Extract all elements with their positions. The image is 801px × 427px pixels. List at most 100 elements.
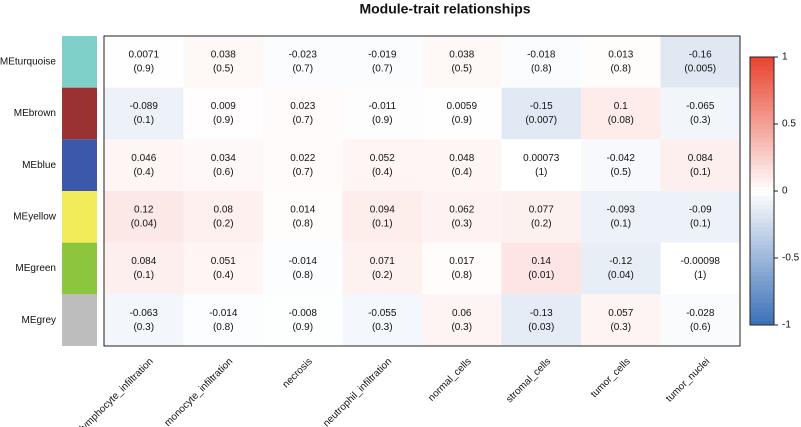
cell [342, 87, 422, 140]
cell-value: -0.014 [209, 308, 238, 319]
colorbar-segment [750, 101, 774, 107]
row-label: MEyellow [13, 211, 57, 222]
colorbar-segment [750, 199, 774, 205]
colorbar-segment [750, 74, 774, 80]
cell-p-value: (0.04) [131, 218, 157, 229]
cell [342, 191, 422, 243]
cell-value: -0.00098 [681, 256, 721, 267]
cell-p-value: (0.3) [133, 322, 154, 333]
cell [660, 87, 740, 140]
chart-title: Module-trait relationships [359, 1, 530, 17]
cell-p-value: (0.8) [213, 322, 234, 333]
cell-p-value: (0.2) [213, 218, 234, 229]
cell-value: 0.052 [370, 153, 395, 164]
colorbar-segment [750, 110, 774, 116]
cell-value: 0.014 [290, 204, 315, 215]
cell-p-value: (0.7) [292, 63, 313, 74]
cell-value: -0.014 [289, 256, 318, 267]
colorbar-segment [750, 289, 774, 295]
colorbar-segment [750, 217, 774, 223]
cell-p-value: (0.2) [531, 218, 552, 229]
cell-value: -0.028 [686, 308, 715, 319]
cell-p-value: (0.7) [292, 115, 313, 126]
cell-p-value: (0.4) [372, 167, 393, 178]
cell-value: 0.14 [532, 256, 552, 267]
cell-value: -0.018 [527, 49, 556, 60]
colorbar-segment [750, 235, 774, 241]
cell-value: 0.0059 [446, 101, 477, 112]
cell-p-value: (0.7) [292, 167, 313, 178]
colorbar-segment [750, 132, 774, 138]
cell-p-value: (0.03) [528, 322, 554, 333]
colorbar-segment [750, 298, 774, 304]
colorbar-segment [750, 137, 774, 143]
module-color [62, 294, 97, 346]
cell-p-value: (0.3) [610, 322, 631, 333]
colorbar-segment [750, 164, 774, 170]
column-label: necrosis [281, 356, 315, 390]
colorbar-segment [750, 65, 774, 71]
cell-p-value: (0.9) [451, 115, 472, 126]
cell [501, 87, 581, 140]
cell-p-value: (0.1) [133, 115, 154, 126]
cell [501, 139, 581, 191]
colorbar-segment [750, 146, 774, 152]
cell-p-value: (0.6) [690, 322, 711, 333]
cell-value: 0.048 [449, 153, 474, 164]
cell-p-value: (0.5) [451, 63, 472, 74]
colorbar-segment [750, 302, 774, 308]
cell [660, 294, 740, 346]
cell [263, 87, 343, 140]
cell [104, 294, 184, 346]
colorbar-segment [750, 249, 774, 255]
cell-p-value: (0.04) [608, 270, 634, 281]
cell-p-value: (1) [535, 167, 547, 178]
cell-p-value: (0.8) [451, 270, 472, 281]
cell-p-value: (0.1) [690, 167, 711, 178]
cell-value: 0.038 [449, 49, 474, 60]
cell [183, 294, 263, 346]
cell [581, 242, 661, 295]
cell [660, 191, 740, 243]
colorbar-segment [750, 240, 774, 246]
cell-p-value: (0.9) [292, 322, 313, 333]
cell-p-value: (0.5) [610, 167, 631, 178]
colorbar-segment [750, 222, 774, 228]
cell-value: -0.065 [686, 101, 715, 112]
cell [263, 36, 343, 88]
cell-p-value: (0.4) [213, 270, 234, 281]
colorbar-segment [750, 177, 774, 183]
cell-p-value: (0.2) [372, 270, 393, 281]
colorbar-segment [750, 275, 774, 281]
column-label: neutrophil_infiltration [321, 356, 394, 427]
column-label: tumor_cells [589, 356, 633, 400]
cell-value: 0.023 [290, 101, 315, 112]
colorbar-tick-label: 0.5 [782, 119, 796, 130]
cell-p-value: (0.3) [690, 115, 711, 126]
cell [263, 294, 343, 346]
colorbar-segment [750, 284, 774, 290]
cell-value: -0.042 [607, 153, 636, 164]
cell-p-value: (0.4) [133, 167, 154, 178]
cell-p-value: (0.8) [610, 63, 631, 74]
colorbar-segment [750, 155, 774, 161]
colorbar-segment [750, 316, 774, 322]
cell-value: 0.077 [529, 204, 554, 215]
cell [422, 87, 502, 140]
module-color [62, 87, 97, 140]
cell-p-value: (0.7) [372, 63, 393, 74]
cell-value: 0.094 [370, 204, 395, 215]
cell [660, 139, 740, 191]
colorbar-tick-label: -1 [782, 320, 791, 331]
cell [422, 191, 502, 243]
colorbar-segment [750, 88, 774, 94]
module-color [62, 36, 97, 88]
cell-value: 0.022 [290, 153, 315, 164]
cell-value: 0.057 [608, 308, 633, 319]
colorbar-segment [750, 204, 774, 210]
cell-value: 0.009 [211, 101, 236, 112]
cell-value: 0.034 [211, 153, 236, 164]
cell-value: 0.1 [614, 101, 628, 112]
cell-p-value: (0.5) [213, 63, 234, 74]
